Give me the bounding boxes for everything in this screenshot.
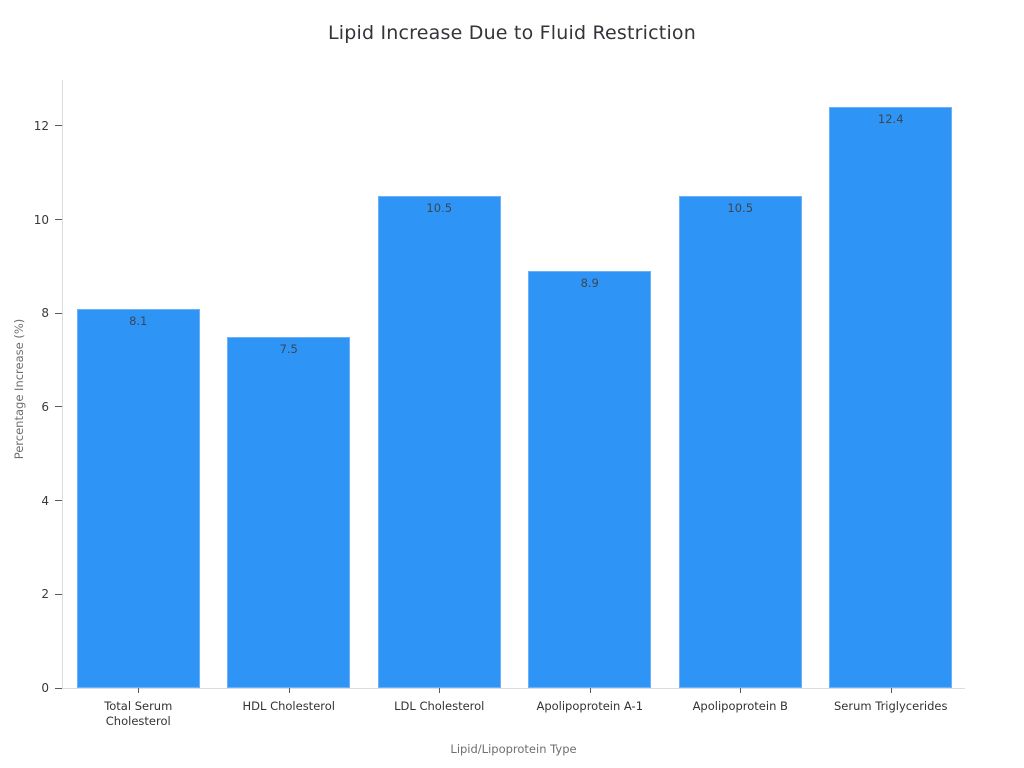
chart-title: Lipid Increase Due to Fluid Restriction [327,22,696,44]
y-tick-label: 8 [41,306,49,321]
x-tick-label: LDL Cholesterol [364,699,515,714]
y-tick-mark [55,219,62,221]
y-tick-label: 0 [41,681,49,695]
bar-slot: 10.5 Apolipoprotein B [665,80,816,713]
x-tick-mark [890,688,892,693]
x-tick-label: Apolipoprotein A-1 [515,699,666,714]
x-tick-label-text: HDL Cholesterol [242,699,335,713]
y-tick-mark [55,125,62,127]
y-tick-label: 2 [41,587,49,602]
bar: 8.9 [528,271,652,688]
bar-slot: 7.5 HDL Cholesterol [214,80,365,713]
bar: 7.5 [227,336,351,688]
bar-slot: 8.1 Total Serum Cholesterol [63,80,214,728]
x-tick-label-text: LDL Cholesterol [394,699,485,713]
x-tick-label: Apolipoprotein B [665,699,816,714]
x-tick-mark [138,688,140,693]
bar-value-label: 8.1 [129,313,148,328]
bar-slot: 10.5 LDL Cholesterol [364,80,515,713]
x-tick-mark [589,688,591,693]
bar-value-label: 7.5 [279,341,298,356]
y-tick-mark [55,312,62,314]
x-axis-title: Lipid/Lipoprotein Type [450,742,577,756]
plot-area: 0 2 4 6 8 10 12 8.1 Total Serum Cholesterol 7.5 HD… [34,80,967,728]
bar: 12.4 [829,107,953,688]
bar-slot: 12.4 Serum Triglycerides [816,80,967,713]
bar: 10.5 [678,196,802,688]
y-tick-label: 4 [41,493,49,508]
x-tick-label-text: Apolipoprotein B [692,699,788,713]
y-tick-mark [55,406,62,408]
y-tick-label: 6 [41,399,49,414]
x-tick-label: Serum Triglycerides [816,699,967,714]
x-tick-label-text: Apolipoprotein A-1 [536,699,644,713]
x-tick-label-text: Serum Triglycerides [834,699,948,713]
y-tick-mark [55,687,62,689]
x-tick-mark [740,688,742,693]
bar-slot: 8.9 Apolipoprotein A-1 [515,80,666,713]
bar: 10.5 [377,196,501,688]
bar-value-label: 12.4 [877,112,904,127]
bar-value-label: 10.5 [727,201,754,216]
bar-value-label: 8.9 [580,276,599,291]
y-tick-mark [55,500,62,502]
y-tick-mark [55,593,62,595]
y-tick-label: 10 [33,212,49,227]
bar: 8.1 [76,308,200,688]
y-tick-label: 12 [33,118,49,133]
bar-value-label: 10.5 [426,201,453,216]
y-axis-title-text: Percentage Increase (%) [12,318,26,460]
x-tick-mark [439,688,441,693]
x-tick-label: Total Serum Cholesterol [63,699,214,729]
x-tick-label: HDL Cholesterol [214,699,365,714]
x-tick-mark [288,688,290,693]
x-tick-label-text: Total Serum Cholesterol [104,699,173,728]
